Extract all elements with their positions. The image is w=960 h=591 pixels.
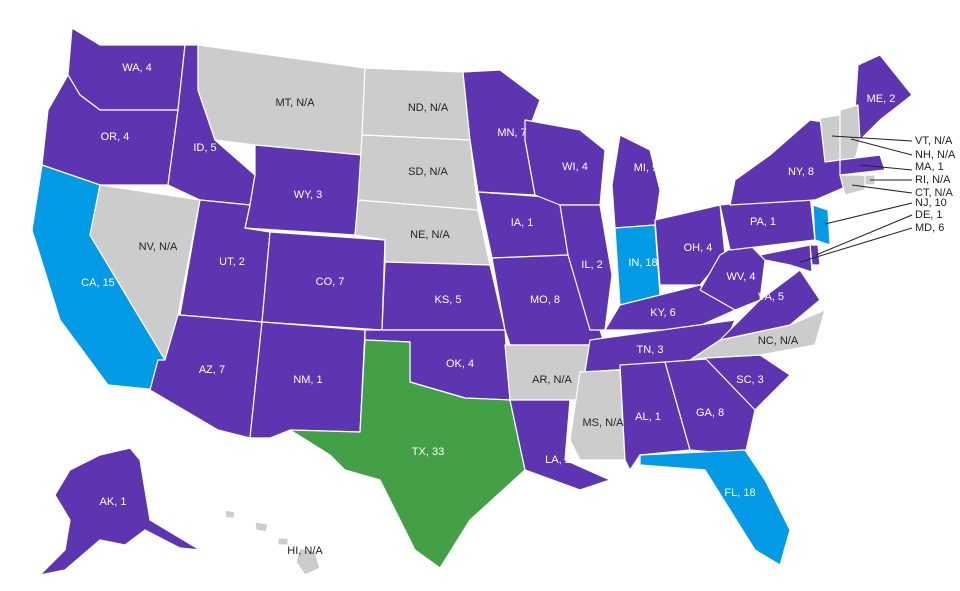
callout-leaders [799,135,913,263]
state-tx[interactable] [289,339,526,569]
state-labels: WA, 4 OR, 4 CA, 15 NV, N/A ID, 5 MT, N/A… [81,62,895,557]
label-sd: SD, N/A [408,166,448,178]
state-fl[interactable] [639,449,791,566]
leader-ct [851,184,913,194]
state-md[interactable] [759,244,813,273]
label-mo: MO, 8 [530,294,560,306]
label-pa: PA, 1 [750,216,776,228]
label-oh: OH, 4 [684,242,713,254]
label-or: OR, 4 [101,131,130,143]
leader-de [815,214,913,256]
label-ky: KY, 6 [650,307,676,319]
label-wa: WA, 4 [122,62,152,74]
label-nv: NV, N/A [139,241,178,253]
label-nd: ND, N/A [408,102,449,114]
label-co: CO, 7 [316,276,345,288]
leader-nj [824,202,913,225]
callout-ct: CT, N/A [915,187,954,199]
leader-nh [850,138,913,156]
label-me: ME, 2 [867,93,896,105]
leader-ma [859,164,913,171]
label-wi: WI, 4 [562,161,588,173]
state-nj[interactable] [812,204,831,246]
callout-vt: VT, N/A [915,135,953,147]
leader-md [799,227,913,263]
label-nm: NM, 1 [293,374,322,386]
state-nh[interactable] [839,104,861,161]
label-ks: KS, 5 [435,294,462,306]
label-tn: TN, 3 [637,344,664,356]
state-mi[interactable] [611,134,661,229]
label-la: LA, 2 [545,454,571,466]
leader-vt [831,135,913,142]
state-va[interactable] [719,269,821,341]
label-nc: NC, N/A [758,335,799,347]
label-ok: OK, 4 [446,358,474,370]
state-ak[interactable] [39,447,201,576]
label-ny: NY, 8 [788,166,814,178]
callout-de: DE, 1 [915,209,943,221]
callout-md: MD, 6 [915,222,944,234]
label-mn: MN, 7 [497,127,526,139]
label-il: IL, 2 [581,259,602,271]
callout-ma: MA, 1 [915,161,944,173]
label-al: AL, 1 [635,411,661,423]
state-la[interactable] [509,399,611,491]
label-hi: HI, N/A [287,545,323,557]
label-ca: CA, 15 [81,277,115,289]
label-sc: SC, 3 [736,374,764,386]
callout-ri: RI, N/A [915,174,951,186]
label-wv: WV, 4 [727,271,756,283]
label-ar: AR, N/A [532,374,572,386]
label-mi: MI, 9 [634,162,658,174]
label-in: IN, 18 [628,257,657,269]
callout-nj: NJ, 10 [915,197,947,209]
callout-nh: NH, N/A [915,149,956,161]
label-mt: MT, N/A [275,97,315,109]
state-hi[interactable] [224,509,321,576]
label-tx: TX, 33 [412,446,444,458]
callout-labels: VT, N/A NH, N/A MA, 1 RI, N/A CT, N/A NJ… [915,135,956,234]
state-ms[interactable] [569,369,626,461]
label-ut: UT, 2 [219,256,245,268]
label-ne: NE, N/A [410,229,450,241]
label-ak: AK, 1 [100,496,127,508]
label-id: ID, 5 [193,142,216,154]
label-ms: MS, N/A [583,417,625,429]
label-ga: GA, 8 [696,407,724,419]
label-va: VA, 5 [758,291,784,303]
label-wy: WY, 3 [294,189,323,201]
label-ia: IA, 1 [511,217,534,229]
label-az: AZ, 7 [199,364,225,376]
label-fl: FL, 18 [724,487,755,499]
